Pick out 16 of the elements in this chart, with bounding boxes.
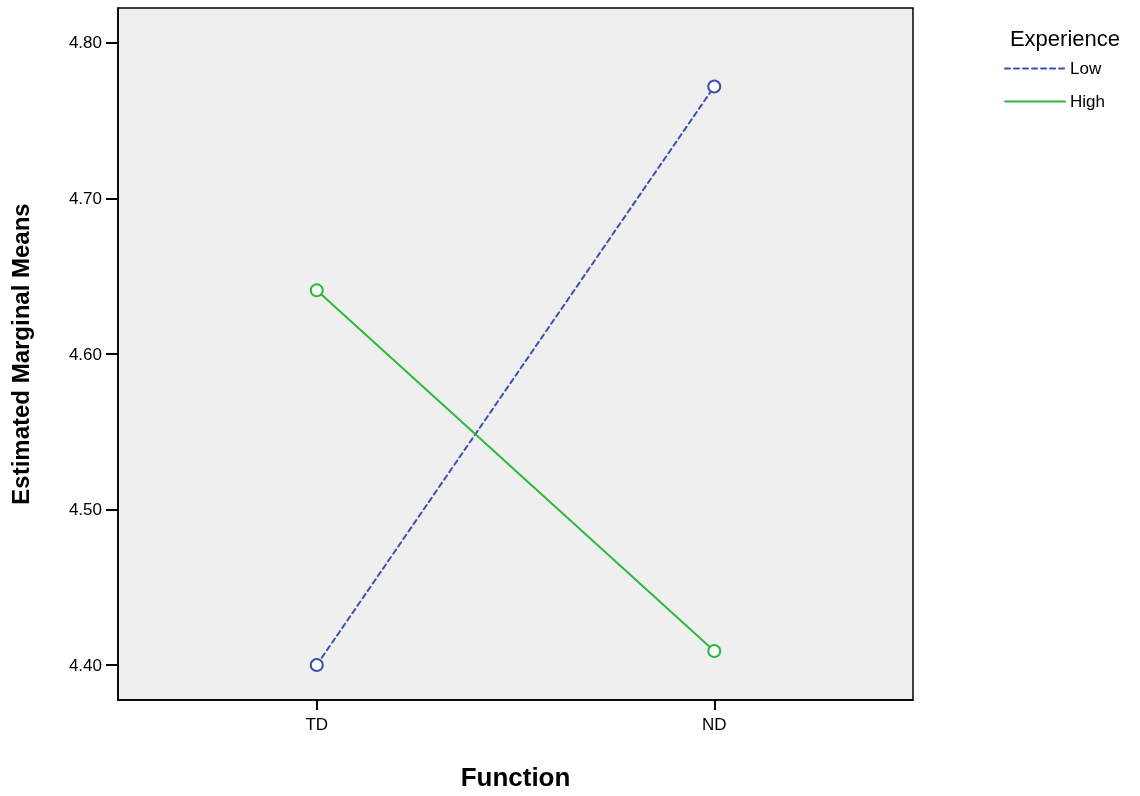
point: [309, 283, 324, 298]
y-tick-label: 4.50: [68, 500, 102, 520]
point: [707, 79, 722, 94]
point: [707, 644, 722, 659]
y-tick-label: 4.60: [68, 344, 102, 364]
point: [309, 658, 324, 673]
legend-label: Low: [1070, 59, 1102, 78]
y-tick-label: 4.80: [68, 33, 102, 53]
x-tick-label: ND: [701, 715, 727, 734]
y-tick-label: 4.70: [68, 188, 102, 208]
legend-title: Experience: [1009, 25, 1121, 51]
x-tick-label: TD: [305, 715, 329, 734]
y-tick-label: 4.40: [68, 655, 102, 675]
y-axis-title: Estimated Marginal Means: [6, 203, 34, 505]
legend-label: High: [1070, 92, 1106, 111]
x-axis-title: Function: [460, 762, 571, 792]
